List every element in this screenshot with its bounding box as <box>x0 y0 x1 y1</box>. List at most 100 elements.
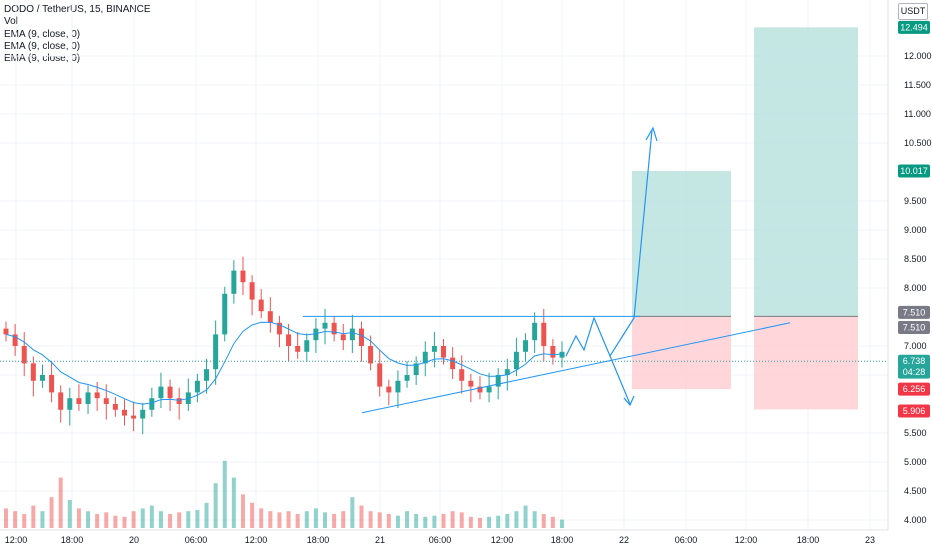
candle-body <box>39 375 45 381</box>
volume-bar <box>423 516 428 528</box>
volume-bar <box>368 511 373 528</box>
candle-body <box>413 363 419 375</box>
price-tag: 7.510 <box>898 305 930 319</box>
volume-bar <box>477 517 482 528</box>
candle-body <box>431 346 437 352</box>
candle-body <box>3 328 9 335</box>
time-tick-label: 18:00 <box>61 535 84 545</box>
candle-body <box>331 322 337 335</box>
candle-body <box>67 398 73 410</box>
candle-body <box>58 392 64 410</box>
volume-bar <box>204 502 209 528</box>
price-tag-label: 6.256 <box>903 384 926 394</box>
price-tag: 10.017 <box>898 164 930 178</box>
volume-bar <box>395 515 400 528</box>
volume-bar <box>149 505 154 528</box>
price-tag: 12.494 <box>898 20 930 34</box>
volume-bar <box>168 514 173 528</box>
candle-body <box>112 404 118 410</box>
volume-bar <box>313 508 318 528</box>
price-tick-label: 5.500 <box>904 428 927 438</box>
candle-body <box>76 398 82 404</box>
price-tick-label: 5.000 <box>904 457 927 467</box>
volume-bar <box>277 512 282 528</box>
candle-body <box>504 369 510 375</box>
price-axis[interactable]: 12.000 11.500 11.000 10.500 9.500 9.000 8.500 8… <box>887 0 932 530</box>
time-tick-label: 06:00 <box>429 535 452 545</box>
candle-body <box>532 322 538 341</box>
volume-bar <box>332 514 337 528</box>
price-tick-label: 7.000 <box>904 341 927 351</box>
candle-body <box>121 409 127 416</box>
candle-body <box>258 299 264 312</box>
volume-bar <box>304 511 309 528</box>
candle-body <box>322 322 328 329</box>
candle-body <box>559 351 565 358</box>
legend-symbol[interactable]: DODO / TetherUS, 15, BINANCE <box>4 4 151 15</box>
candle-body <box>450 357 456 370</box>
volume-bar <box>496 515 501 528</box>
price-tag-bg <box>898 320 930 334</box>
time-tick-label: 12:00 <box>245 535 268 545</box>
candle-body <box>12 334 18 346</box>
price-tag: 5.906 <box>898 404 930 418</box>
triangle-support-line <box>361 322 791 414</box>
price-tag-bg <box>898 20 930 34</box>
chart-legend: DODO / TetherUS, 15, BINANCE Vol EMA (9,… <box>4 4 151 65</box>
candle-body <box>459 369 465 381</box>
price-tick-label: 9.000 <box>904 225 927 235</box>
volume-bar <box>177 512 182 528</box>
price-tag-bg <box>898 382 930 396</box>
candle-body <box>231 270 237 294</box>
time-tick-label: 23 <box>865 535 875 545</box>
volume-bar <box>240 494 245 528</box>
legend-volume[interactable]: Vol <box>4 16 18 28</box>
volume-bar <box>195 510 200 528</box>
candle-body <box>204 369 210 381</box>
price-tick-label: 8.500 <box>904 254 927 264</box>
price-tag-bg <box>898 404 930 418</box>
volume-bar <box>450 511 455 528</box>
projected-bullish-path <box>565 129 653 358</box>
position-zones[interactable] <box>632 27 858 410</box>
legend-ema-3[interactable]: EMA (9, close, 0) <box>4 53 81 65</box>
time-tick-label: 12:00 <box>735 535 758 545</box>
currency-label[interactable]: USDT <box>898 3 928 20</box>
volume-bar <box>67 500 72 528</box>
volume-bar <box>295 514 300 528</box>
volume-bar <box>523 505 528 528</box>
profit-zone <box>632 171 731 317</box>
time-tick-label: 18:00 <box>797 535 820 545</box>
candle-body <box>286 334 292 346</box>
volume-bar <box>514 511 519 528</box>
time-axis[interactable]: 12:00 18:00 20 06:00 12:00 18:00 21 06:00 12:00 1… <box>0 529 888 545</box>
projected-bearish-path <box>609 355 631 405</box>
time-tick-label: 18:00 <box>551 535 574 545</box>
candle-body <box>158 386 164 399</box>
drawings[interactable] <box>0 126 888 414</box>
legend-ema-2[interactable]: EMA (9, close, 0) <box>4 40 81 52</box>
candle-body <box>377 363 383 387</box>
candle-body <box>176 398 182 404</box>
volume-bar <box>441 514 446 528</box>
legend-ema-1[interactable]: EMA (9, close, 0) <box>4 28 81 40</box>
candle-body <box>495 375 501 387</box>
candle-body <box>240 270 246 283</box>
candle-body <box>386 386 392 393</box>
volume-bar <box>414 514 419 528</box>
candle-body <box>477 386 483 393</box>
volume-bar <box>505 514 510 528</box>
candles <box>3 256 565 435</box>
candle-body <box>404 375 410 381</box>
candle-body <box>149 398 155 410</box>
price-tag-label: 7.510 <box>903 322 926 332</box>
volume-bar <box>432 515 437 528</box>
volume-bar <box>250 502 255 528</box>
volume-bar <box>131 511 136 528</box>
candle-body <box>222 293 228 335</box>
volume-bar <box>31 505 36 528</box>
price-tick-label: 4.000 <box>904 515 927 525</box>
price-tick-label: 11.000 <box>904 109 931 119</box>
time-tick-label: 06:00 <box>185 535 208 545</box>
